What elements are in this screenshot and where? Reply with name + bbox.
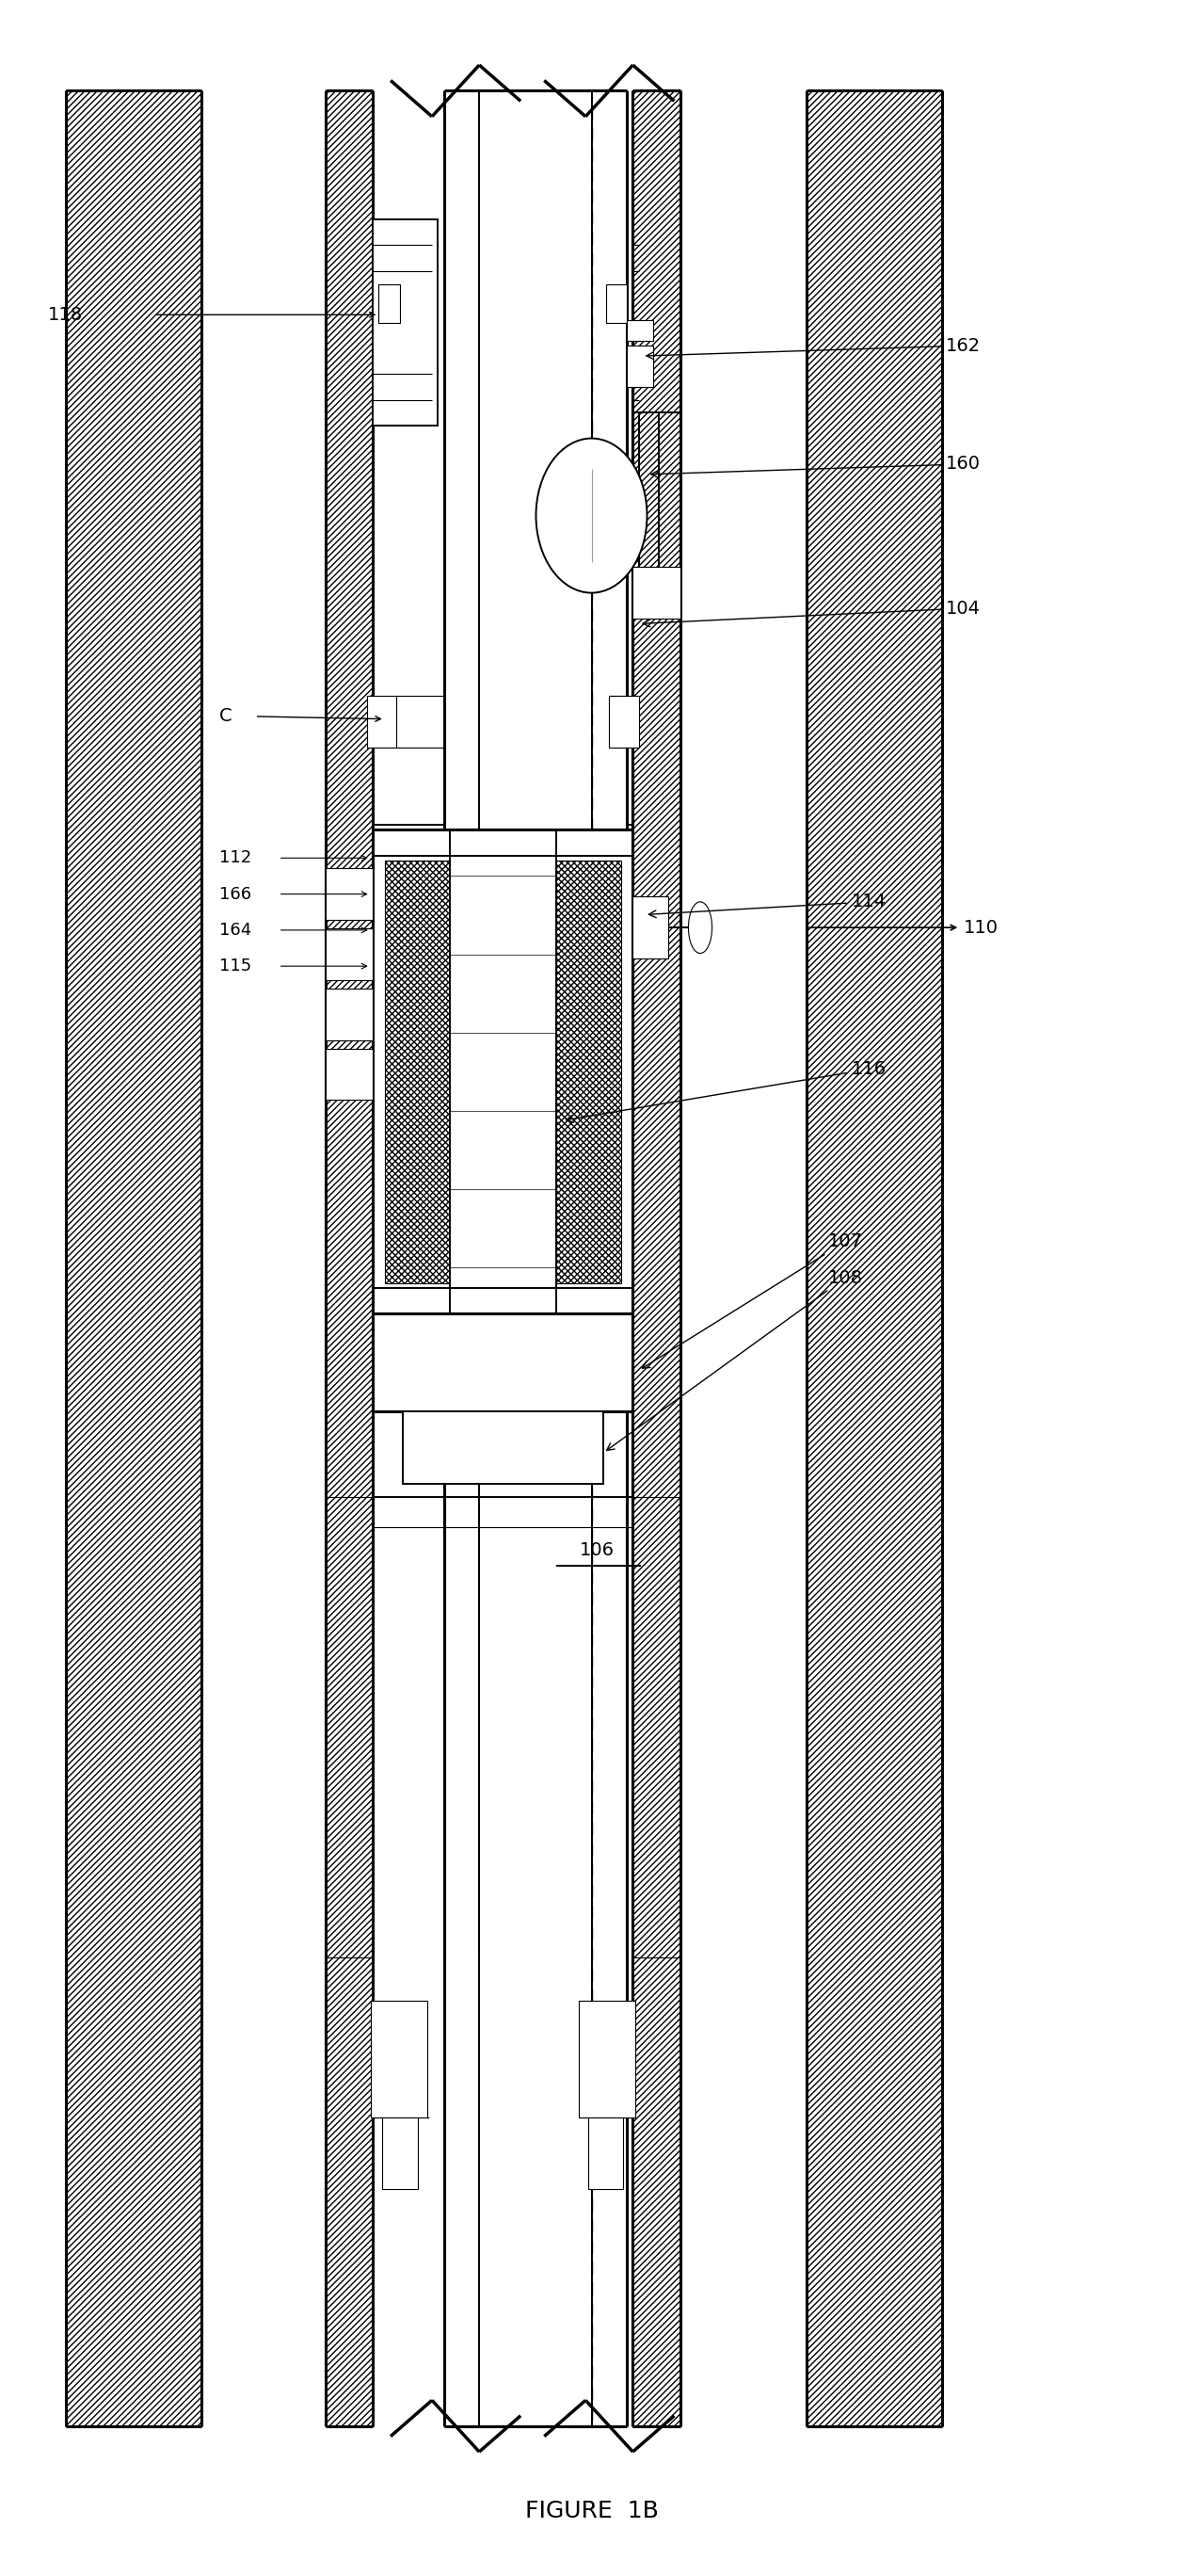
Bar bbox=[588, 2117, 623, 2190]
Bar bbox=[606, 283, 627, 322]
Text: 108: 108 bbox=[607, 1270, 862, 1450]
Text: 106: 106 bbox=[580, 1540, 615, 1558]
Text: 160: 160 bbox=[651, 456, 981, 477]
Bar bbox=[373, 1288, 633, 1314]
Text: 104: 104 bbox=[642, 600, 981, 626]
Text: 115: 115 bbox=[219, 958, 252, 974]
Bar bbox=[325, 90, 373, 2427]
Bar bbox=[556, 860, 621, 1283]
Bar bbox=[633, 567, 680, 618]
Text: 162: 162 bbox=[646, 337, 981, 358]
Bar bbox=[373, 829, 633, 1314]
Text: 118: 118 bbox=[49, 307, 83, 325]
Bar bbox=[201, 90, 325, 2427]
Text: 116: 116 bbox=[565, 1061, 886, 1123]
Text: C: C bbox=[219, 708, 232, 726]
Bar bbox=[325, 1048, 373, 1100]
Bar bbox=[609, 696, 639, 747]
Bar bbox=[325, 989, 373, 1041]
Bar bbox=[373, 219, 438, 425]
Bar bbox=[444, 90, 627, 2427]
Text: 164: 164 bbox=[219, 922, 252, 938]
Text: FIGURE  1B: FIGURE 1B bbox=[525, 2499, 658, 2522]
Bar bbox=[402, 1412, 603, 1484]
Bar bbox=[627, 90, 633, 2427]
Text: 110: 110 bbox=[964, 920, 998, 938]
Circle shape bbox=[689, 902, 712, 953]
Bar bbox=[633, 90, 680, 2427]
Bar bbox=[382, 2117, 418, 2190]
Text: 166: 166 bbox=[219, 886, 251, 902]
Text: 112: 112 bbox=[219, 850, 252, 866]
Bar bbox=[325, 927, 373, 979]
Bar bbox=[325, 1497, 373, 1958]
Bar bbox=[807, 90, 943, 2427]
Bar bbox=[370, 2002, 427, 2117]
Bar bbox=[325, 868, 373, 920]
Bar bbox=[680, 90, 807, 2427]
Bar bbox=[450, 829, 556, 1314]
Text: 114: 114 bbox=[648, 894, 886, 917]
Bar bbox=[578, 2002, 635, 2117]
Bar bbox=[367, 696, 396, 747]
Bar bbox=[633, 896, 668, 958]
Text: 107: 107 bbox=[642, 1234, 862, 1368]
Bar bbox=[373, 90, 444, 2427]
Bar bbox=[384, 860, 450, 1283]
Bar bbox=[373, 829, 633, 855]
Bar bbox=[627, 345, 653, 386]
Ellipse shape bbox=[536, 438, 647, 592]
Bar bbox=[375, 304, 405, 412]
Bar bbox=[379, 283, 400, 322]
Bar bbox=[627, 319, 653, 340]
Bar bbox=[633, 1497, 680, 1958]
Bar bbox=[373, 1314, 633, 1412]
Bar bbox=[65, 90, 201, 2427]
